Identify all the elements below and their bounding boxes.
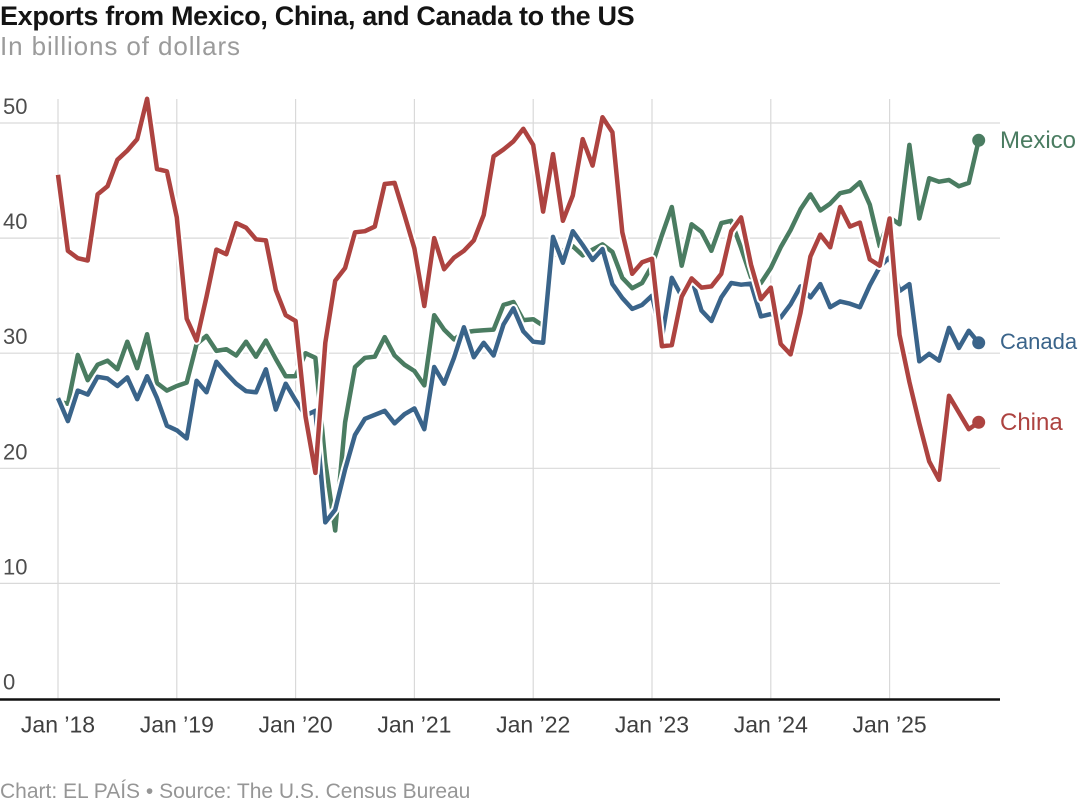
svg-text:Jan ’24: Jan ’24 bbox=[734, 712, 808, 738]
svg-text:50: 50 bbox=[3, 94, 27, 119]
svg-text:Canada: Canada bbox=[1000, 329, 1078, 354]
svg-text:In billions of dollars: In billions of dollars bbox=[0, 31, 241, 61]
svg-text:40: 40 bbox=[3, 209, 27, 234]
svg-text:Jan ’23: Jan ’23 bbox=[615, 712, 689, 738]
svg-text:Jan ’21: Jan ’21 bbox=[377, 712, 451, 738]
svg-text:China: China bbox=[1000, 409, 1063, 436]
svg-text:30: 30 bbox=[3, 324, 27, 349]
svg-text:20: 20 bbox=[3, 439, 27, 464]
svg-text:Chart: EL PAÍS • Source: The U: Chart: EL PAÍS • Source: The U.S. Census… bbox=[0, 780, 470, 803]
svg-text:0: 0 bbox=[3, 670, 15, 695]
svg-text:Jan ’18: Jan ’18 bbox=[21, 712, 95, 738]
svg-text:Jan ’25: Jan ’25 bbox=[853, 712, 927, 738]
svg-text:Jan ’22: Jan ’22 bbox=[496, 712, 570, 738]
svg-text:Exports from Mexico, China, an: Exports from Mexico, China, and Canada t… bbox=[0, 1, 634, 31]
svg-text:Jan ’20: Jan ’20 bbox=[259, 712, 333, 738]
svg-text:Jan ’19: Jan ’19 bbox=[140, 712, 214, 738]
svg-text:10: 10 bbox=[3, 554, 27, 579]
svg-text:Mexico: Mexico bbox=[1000, 127, 1076, 154]
